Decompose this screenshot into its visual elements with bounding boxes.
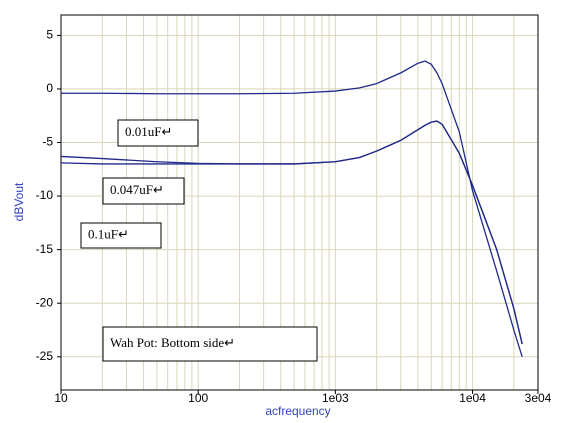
- annotation-box: [102, 326, 318, 362]
- x-tick-label: 1e03: [322, 391, 349, 405]
- y-tick-label: -20: [36, 295, 54, 309]
- annotation: Wah Pot: Bottom side↵: [110, 335, 235, 350]
- x-tick-label: 100: [188, 391, 208, 405]
- y-tick-label: -25: [36, 349, 54, 363]
- plot-frame: [60, 14, 539, 391]
- y-tick-label: -10: [36, 188, 54, 202]
- series-line: [60, 120, 523, 345]
- y-axis-label: dBVout: [12, 182, 26, 221]
- y-tick-label: -5: [42, 135, 53, 149]
- annotation: 0.1uF↵: [88, 226, 129, 241]
- annotation-box: [117, 119, 199, 147]
- y-tick-label: 0: [46, 81, 53, 95]
- annotation: 0.01uF↵: [125, 124, 172, 139]
- x-tick-label: 1e04: [459, 391, 486, 405]
- x-tick-label: 3e04: [525, 391, 552, 405]
- annotation: 0.047uF↵: [110, 182, 164, 197]
- annotation-box: [102, 177, 185, 205]
- x-tick-label: 10: [54, 391, 68, 405]
- y-tick-label: 5: [46, 28, 53, 42]
- y-tick-label: -15: [36, 242, 54, 256]
- annotation-box: [80, 222, 162, 249]
- x-axis-label: acfrequency: [265, 404, 330, 418]
